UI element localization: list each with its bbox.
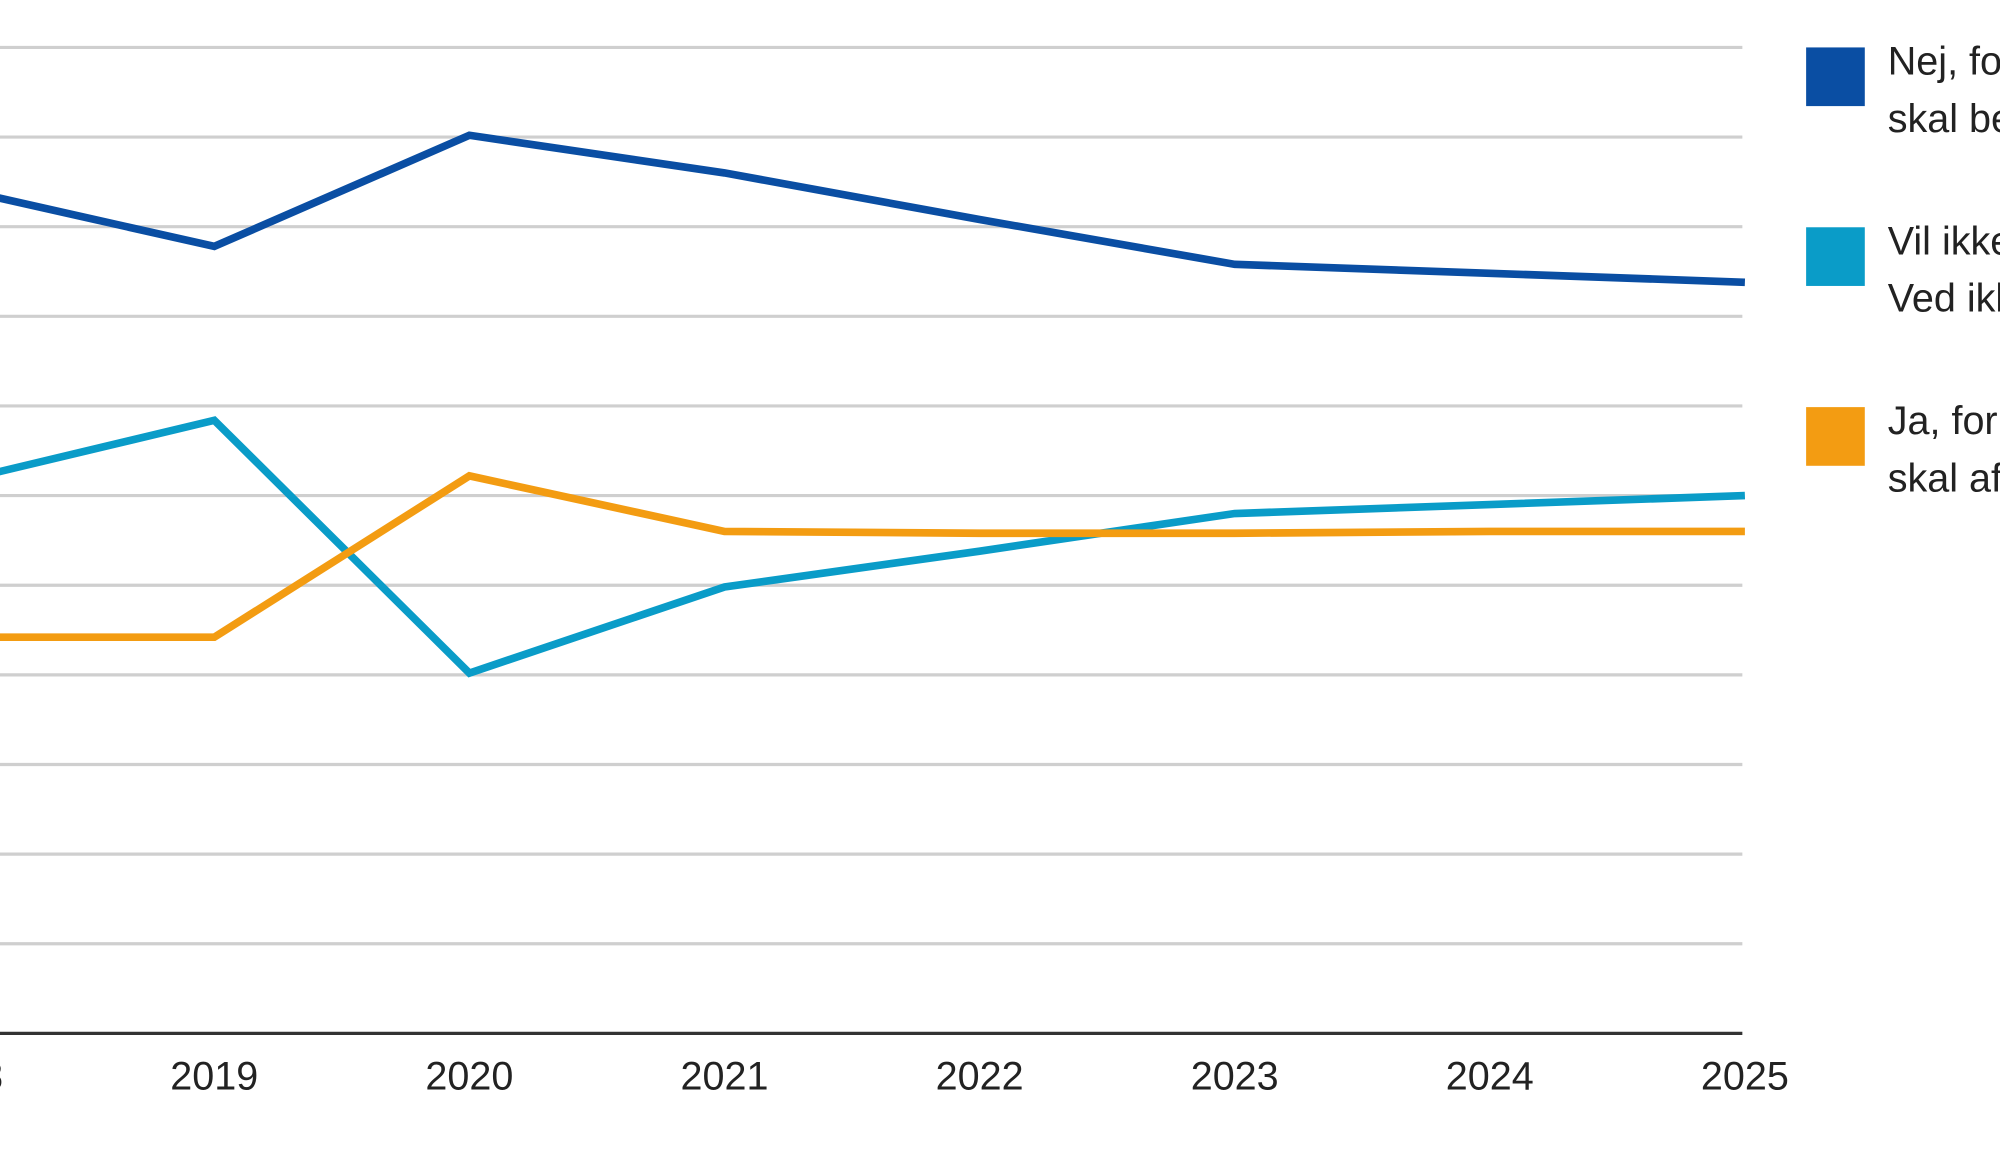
x-tick-label: 2025 [1701, 1055, 1789, 1099]
series-line [0, 416, 1746, 678]
legend-label: skal be [1888, 97, 2000, 141]
x-tick-label: 2020 [425, 1055, 513, 1099]
legend-swatch [1806, 227, 1865, 286]
legend-label: Ved ikk [1888, 277, 2000, 321]
legend-swatch [1806, 47, 1865, 107]
legend-label: skal af [1888, 457, 2000, 501]
legend-swatch [1806, 407, 1865, 466]
x-tick-label: 2019 [170, 1055, 258, 1099]
x-tick-label: 2023 [1191, 1055, 1279, 1099]
legend-label: Vil ikke [1888, 219, 2000, 263]
legend-label: Nej, fo [1888, 39, 2000, 83]
x-tick-label: 2022 [936, 1055, 1024, 1099]
legend-label: Ja, forb [1888, 399, 2000, 443]
x-tick-label: 2024 [1446, 1055, 1534, 1099]
series-line [0, 471, 1745, 642]
x-tick-label: 2018 [0, 1055, 3, 1099]
x-tick-label: 2021 [681, 1055, 769, 1099]
series-line [0, 131, 1746, 287]
